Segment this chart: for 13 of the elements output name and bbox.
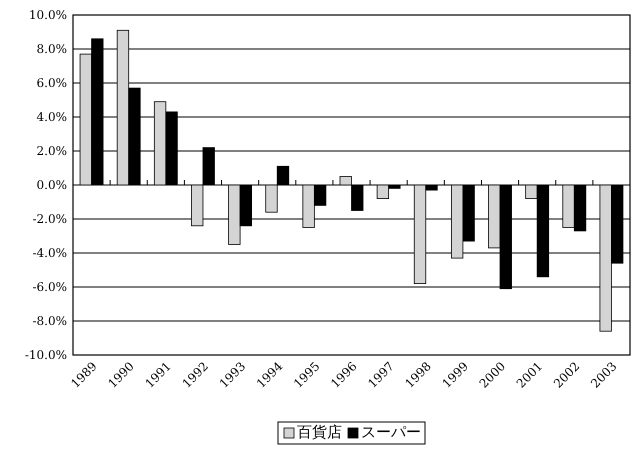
y-tick-label: 10.0%: [28, 8, 67, 22]
y-tick-label: 8.0%: [36, 42, 67, 56]
y-tick-label: -2.0%: [32, 212, 67, 226]
y-tick-label: 6.0%: [36, 76, 67, 90]
y-tick-label: -10.0%: [24, 348, 67, 362]
y-tick-label: 0.0%: [36, 178, 67, 192]
legend-label: スーパー: [361, 424, 421, 441]
y-tick-label: -6.0%: [32, 280, 67, 294]
y-tick-label: -8.0%: [32, 314, 67, 328]
legend-label: 百貨店: [297, 424, 342, 441]
y-tick-label: 4.0%: [36, 110, 67, 124]
y-tick-label: -4.0%: [32, 246, 67, 260]
y-tick-label: 2.0%: [36, 144, 67, 158]
